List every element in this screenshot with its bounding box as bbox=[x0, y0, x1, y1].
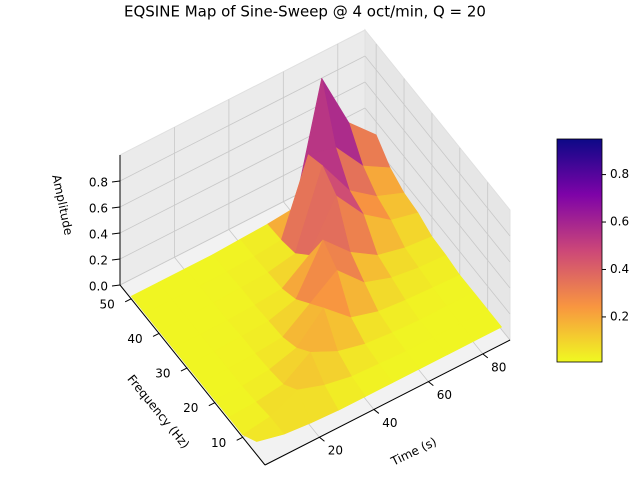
z-tick bbox=[111, 180, 121, 183]
x-tick-label: 60 bbox=[437, 388, 452, 402]
x-tick-label: 20 bbox=[328, 444, 343, 458]
colorbar-tick-label: 0.4 bbox=[610, 262, 629, 276]
grid-line bbox=[364, 81, 511, 263]
z-tick-label: 0.8 bbox=[89, 176, 108, 190]
y-tick-label: 50 bbox=[100, 297, 115, 311]
y-tick bbox=[208, 402, 216, 407]
y-tick-label: 40 bbox=[127, 332, 142, 346]
z-tick bbox=[111, 284, 121, 287]
z-tick-label: 0.6 bbox=[89, 202, 108, 216]
y-axis-label: Frequency (Hz) bbox=[124, 372, 192, 451]
colorbar-tick-label: 0.2 bbox=[610, 309, 629, 323]
colorbar: 0.2 0.4 0.6 0.8 bbox=[556, 138, 629, 363]
z-tick bbox=[111, 232, 121, 235]
x-tick-label: 80 bbox=[491, 360, 506, 374]
colorbar-fill bbox=[556, 138, 603, 363]
z-tick-label: 0.0 bbox=[89, 280, 108, 294]
surface bbox=[130, 77, 503, 442]
y-tick-label: 10 bbox=[211, 436, 226, 450]
z-tick-label: 0.2 bbox=[89, 254, 108, 268]
z-tick bbox=[111, 206, 121, 209]
grid-line bbox=[119, 55, 366, 182]
x-axis-label: Time (s) bbox=[388, 435, 439, 469]
grid-line bbox=[364, 133, 511, 315]
x-tick bbox=[428, 381, 434, 387]
x-tick bbox=[482, 353, 489, 359]
chart-title: EQSINE Map of Sine-Sweep @ 4 oct/min, Q … bbox=[124, 3, 486, 21]
x-tick-label: 40 bbox=[382, 416, 397, 430]
z-tick bbox=[111, 258, 121, 261]
y-axis bbox=[119, 284, 266, 466]
y-tick-label: 30 bbox=[155, 367, 170, 381]
y-tick bbox=[180, 367, 188, 372]
x-tick bbox=[373, 409, 380, 414]
grid-line bbox=[364, 55, 511, 237]
x-tick bbox=[319, 436, 325, 442]
y-tick bbox=[236, 436, 243, 441]
colorbar-tick-label: 0.6 bbox=[610, 215, 629, 229]
y-tick bbox=[124, 298, 132, 303]
y-tick bbox=[152, 333, 160, 337]
z-axis-label: Amplitude bbox=[49, 173, 75, 236]
z-tick-label: 0.4 bbox=[89, 228, 108, 242]
y-tick-label: 20 bbox=[183, 401, 198, 415]
grid-line bbox=[364, 107, 511, 289]
x-axis bbox=[264, 339, 511, 466]
colorbar-tick-label: 0.8 bbox=[610, 167, 629, 181]
surface-patch bbox=[242, 416, 285, 442]
